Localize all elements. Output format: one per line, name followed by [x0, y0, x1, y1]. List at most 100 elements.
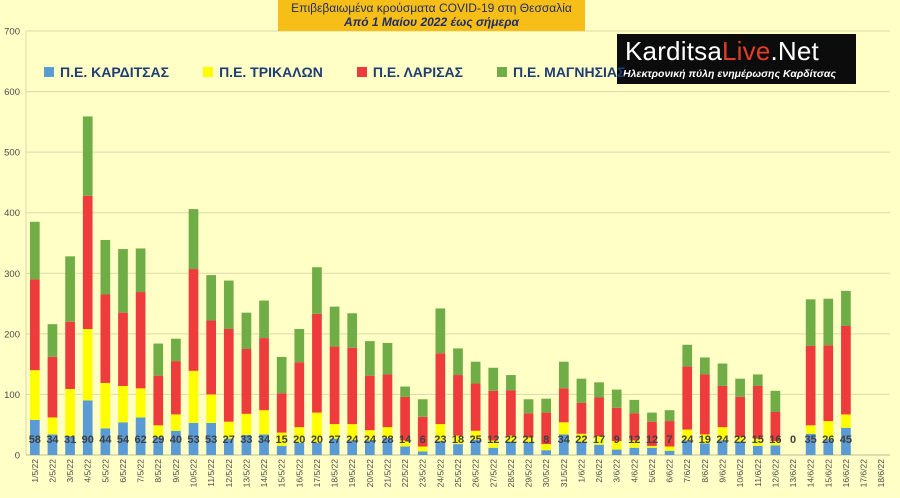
value-label-karditsa: 20 — [311, 434, 323, 446]
bar-segment-larisa — [700, 374, 710, 435]
x-tick-label: 6/6/22 — [665, 459, 675, 483]
bar-segment-trikala — [805, 425, 816, 434]
legend-swatch-magnisia — [497, 67, 508, 77]
bar-segment-trikala — [682, 429, 693, 441]
bar-segment-trikala — [664, 446, 675, 451]
bar-segment-magnisia — [347, 313, 358, 348]
bar-segment-larisa — [259, 338, 269, 411]
value-label-karditsa: 12 — [487, 434, 499, 446]
value-label-karditsa: 16 — [769, 434, 781, 446]
x-tick-label: 8/5/22 — [153, 459, 163, 483]
bar-segment-larisa — [65, 321, 75, 389]
x-tick-label: 6/5/22 — [118, 459, 128, 483]
bar-segment-larisa — [312, 313, 322, 413]
bar-segment-magnisia — [576, 378, 587, 403]
bar-segment-larisa — [523, 413, 534, 438]
bar-segment-magnisia — [805, 299, 816, 346]
x-tick-label: 12/5/22 — [224, 459, 234, 488]
y-tick-label: 500 — [4, 148, 20, 159]
x-tick-label: 3/6/22 — [612, 459, 622, 483]
y-tick-label: 300 — [4, 269, 20, 280]
bar-segment-magnisia — [664, 410, 675, 422]
value-label-karditsa: 23 — [434, 434, 446, 446]
x-tick-label: 15/6/22 — [823, 459, 833, 488]
bar-segment-larisa — [770, 411, 781, 442]
bar-segment-karditsa — [629, 447, 640, 455]
bar-segment-karditsa — [400, 446, 410, 455]
value-label-karditsa: 8 — [543, 434, 549, 446]
bar-segment-magnisia — [523, 399, 534, 414]
bar-segment-larisa — [752, 385, 763, 439]
value-label-karditsa: 24 — [681, 434, 694, 446]
x-tick-label: 19/5/22 — [347, 459, 357, 488]
value-label-karditsa: 14 — [399, 434, 412, 446]
bar-segment-karditsa — [523, 442, 534, 455]
bar-segment-larisa — [682, 366, 693, 430]
bar-segment-magnisia — [823, 298, 834, 346]
bar-segment-karditsa — [506, 441, 516, 455]
legend-item-larisa: Π.Ε. ΛΑΡΙΣΑΣ — [356, 64, 463, 80]
gridlines — [25, 30, 890, 456]
value-label-karditsa: 22 — [575, 434, 587, 446]
bar-segment-larisa — [470, 383, 481, 431]
bar-segment-trikala — [400, 440, 410, 447]
value-label-karditsa: 24 — [364, 434, 377, 446]
value-label-karditsa: 19 — [699, 434, 711, 446]
value-label-karditsa: 20 — [293, 434, 305, 446]
bar-segment-larisa — [382, 374, 393, 428]
value-label-karditsa: 0 — [790, 434, 796, 446]
bar-segment-larisa — [400, 396, 410, 441]
bar-segment-trikala — [717, 427, 728, 441]
bar-segment-karditsa — [135, 417, 146, 455]
value-label-karditsa: 40 — [170, 434, 182, 446]
bar-segment-karditsa — [823, 439, 834, 455]
bar-segment-magnisia — [717, 363, 728, 386]
legend-item-trikala: Π.Ε. ΤΡΙΚΑΛΩΝ — [203, 64, 323, 80]
bar-segment-magnisia — [752, 374, 763, 386]
chart-title: Επιβεβαιωμένα κρούσματα COVID-19 στη Θεσ… — [291, 1, 572, 15]
x-tick-label: 3/5/22 — [65, 459, 75, 483]
value-label-karditsa: 21 — [522, 434, 534, 446]
x-tick-label: 14/6/22 — [806, 459, 816, 488]
x-tick-label: 26/5/22 — [471, 459, 481, 488]
x-tick-label: 7/5/22 — [136, 459, 146, 483]
bar-segment-magnisia — [382, 342, 393, 375]
bar-segment-trikala — [523, 437, 534, 443]
bar-segment-karditsa — [488, 447, 499, 455]
value-label-karditsa: 44 — [99, 434, 112, 446]
x-tick-label: 27/5/22 — [488, 459, 498, 488]
bar-segment-trikala — [453, 435, 463, 445]
bar-segment-karditsa — [382, 438, 393, 455]
bar-segment-magnisia — [470, 361, 481, 384]
bar-segment-trikala — [47, 417, 58, 435]
x-tick-label: 13/5/22 — [241, 459, 251, 488]
bar-segment-karditsa — [664, 450, 675, 455]
bar-segment-karditsa — [29, 419, 40, 455]
x-tick-label: 9/5/22 — [171, 459, 181, 483]
bar-segment-magnisia — [29, 221, 40, 280]
logo-brand-tail: .Net — [770, 36, 819, 66]
bar-segment-magnisia — [611, 389, 622, 408]
bar-segment-karditsa — [470, 439, 481, 455]
bar-segment-trikala — [735, 436, 745, 442]
bar-segment-karditsa — [558, 434, 569, 455]
value-label-karditsa: 26 — [822, 434, 834, 446]
value-label-karditsa: 6 — [420, 434, 426, 446]
bar-segment-karditsa — [752, 445, 763, 455]
bar-segment-karditsa — [541, 450, 552, 455]
value-label-karditsa: 9 — [614, 434, 620, 446]
bar-segment-magnisia — [312, 267, 322, 314]
legend-label-magnisia: Π.Ε. ΜΑΓΝΗΣΙΑΣ — [513, 64, 626, 80]
logo-tagline: Ηλεκτρονική πύλη ενημέρωσης Καρδίτσας — [623, 68, 836, 80]
bar-segment-larisa — [188, 269, 199, 371]
bar-segment-karditsa — [171, 430, 181, 455]
bar-segment-magnisia — [629, 399, 640, 414]
bar-segment-trikala — [382, 427, 393, 439]
bar-segment-magnisia — [506, 375, 516, 391]
x-tick-label: 15/5/22 — [277, 459, 287, 488]
bar-segment-magnisia — [841, 290, 851, 326]
value-label-karditsa: 28 — [381, 434, 393, 446]
value-label-karditsa: 29 — [152, 434, 164, 446]
bar-segment-magnisia — [400, 386, 410, 397]
bar-segment-trikala — [312, 412, 322, 443]
